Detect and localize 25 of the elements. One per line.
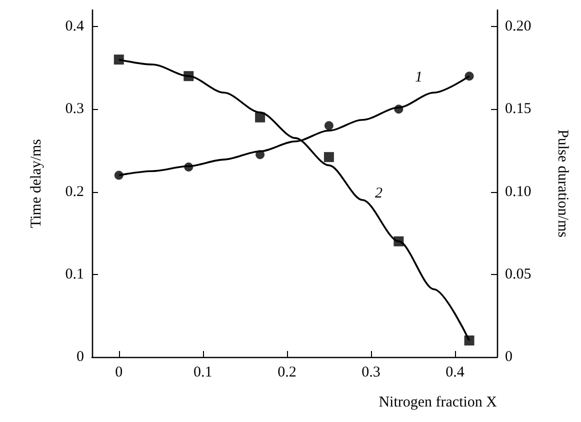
y2-tick-label: 0.20	[505, 18, 532, 35]
x-tick-label: 0.4	[446, 364, 465, 380]
point	[114, 54, 124, 65]
y-tick-label: 0.1	[65, 266, 84, 282]
x-tick-label: 0.1	[194, 364, 212, 380]
x-axis-title: Nitrogen fraction X	[378, 394, 498, 410]
y2-axis-title: Pulse duration/ms	[554, 130, 570, 238]
y-tick-label: 0.4	[65, 18, 84, 35]
y2-tick-label: 0.15	[505, 101, 532, 118]
y2-tick-label: 0.10	[505, 184, 532, 200]
point	[324, 121, 334, 130]
y-tick-label: 0	[76, 349, 84, 365]
y-tick-label: 0.3	[65, 101, 84, 118]
series-label: 2	[374, 185, 383, 202]
y2-tick-label: 0.05	[505, 266, 532, 282]
point	[464, 335, 474, 346]
y-axis-title: Time delay/ms	[28, 138, 44, 228]
series-label: 1	[414, 69, 422, 86]
x-tick-label: 0.2	[278, 364, 296, 380]
point	[255, 112, 266, 122]
x-tick-label: 0	[115, 364, 123, 380]
x-tick-label: 0.3	[362, 364, 380, 380]
y2-tick-label: 0	[505, 349, 512, 365]
point	[324, 152, 334, 162]
y-tick-label: 0.2	[65, 184, 84, 200]
